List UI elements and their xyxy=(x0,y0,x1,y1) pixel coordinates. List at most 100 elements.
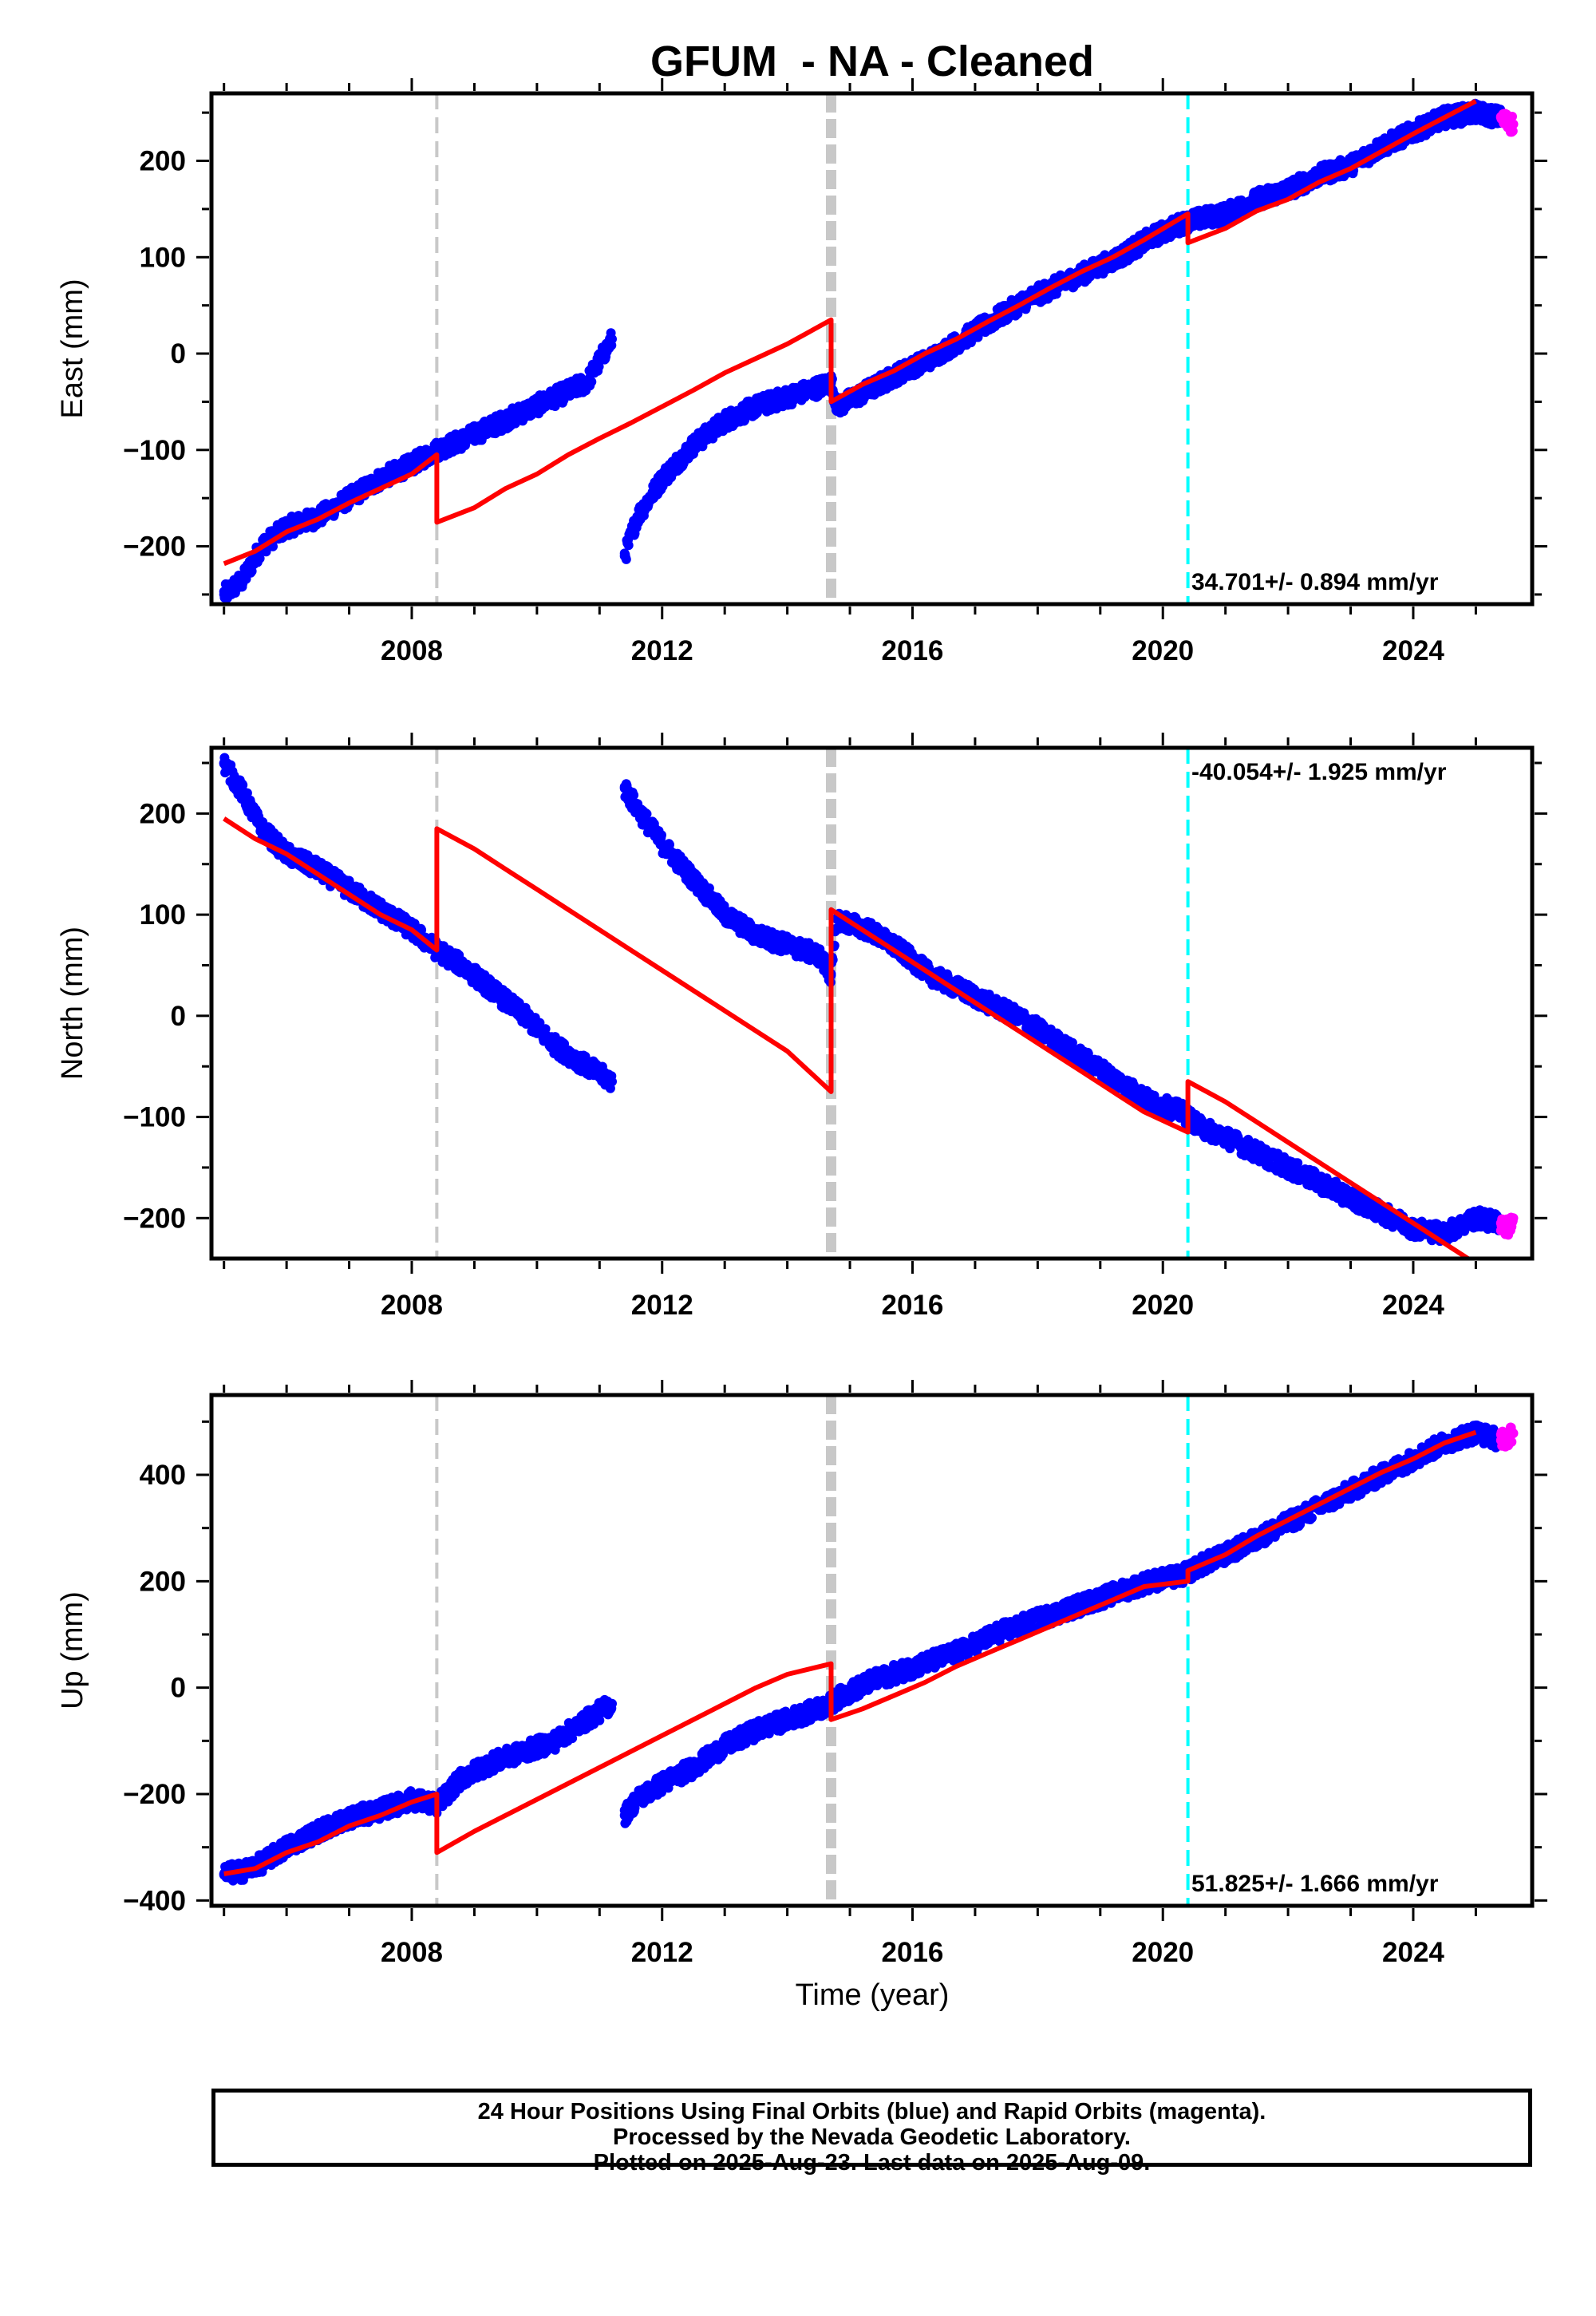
y-tick-label: 200 xyxy=(140,798,186,829)
data-point xyxy=(1440,1228,1450,1239)
data-point xyxy=(619,551,630,561)
plot-area xyxy=(219,1395,1519,1906)
data-point xyxy=(456,435,467,445)
data-point xyxy=(519,406,530,417)
data-point xyxy=(629,790,639,800)
data-point xyxy=(619,783,630,793)
y-axis-label: North (mm) xyxy=(56,927,89,1080)
data-point xyxy=(1377,1208,1387,1218)
x-tick-label: 2020 xyxy=(1132,635,1194,666)
data-point xyxy=(375,474,385,484)
data-point xyxy=(657,474,667,484)
data-point xyxy=(1220,1132,1231,1142)
data-point xyxy=(1176,1107,1187,1117)
y-tick-label: 100 xyxy=(140,899,186,931)
data-point xyxy=(632,512,642,523)
data-point xyxy=(456,960,467,970)
data-point xyxy=(1314,1178,1325,1188)
data-point xyxy=(607,1077,617,1087)
data-point xyxy=(1283,1162,1294,1172)
data-point xyxy=(256,824,267,834)
figure-title: GFUM - NA - Cleaned xyxy=(650,38,1094,85)
y-tick-label: −200 xyxy=(123,1203,186,1234)
data-point xyxy=(720,910,730,920)
final-orbit-points xyxy=(219,328,617,603)
x-tick-label: 2024 xyxy=(1382,1290,1444,1321)
y-axis-label: East (mm) xyxy=(56,279,89,418)
x-tick-label: 2016 xyxy=(882,635,944,666)
data-point xyxy=(1114,1077,1124,1087)
velocity-annotation: -40.054+/- 1.925 mm/yr xyxy=(1191,759,1447,785)
data-point xyxy=(720,416,730,426)
data-point xyxy=(407,459,417,469)
data-point xyxy=(219,758,229,768)
data-point xyxy=(1507,126,1518,136)
x-tick-label: 2008 xyxy=(381,1290,443,1321)
data-point xyxy=(1471,108,1481,118)
x-tick-label: 2012 xyxy=(631,635,693,666)
data-point xyxy=(1345,1193,1356,1203)
data-point xyxy=(632,804,642,813)
rapid-orbit-points xyxy=(1495,1212,1519,1240)
data-point xyxy=(813,382,824,393)
data-point xyxy=(1508,1213,1519,1223)
data-point xyxy=(751,401,761,412)
y-tick-label: 100 xyxy=(140,242,186,273)
data-point xyxy=(582,377,592,388)
velocity-annotation: 34.701+/- 0.894 mm/yr xyxy=(1191,569,1439,595)
data-point xyxy=(689,440,698,450)
final-orbit-points xyxy=(619,779,1506,1247)
x-tick-label: 2016 xyxy=(882,1290,944,1321)
data-point xyxy=(689,874,698,884)
y-tick-label: 200 xyxy=(140,146,186,177)
y-tick-label: −200 xyxy=(123,532,186,563)
plot-area xyxy=(219,748,1519,1259)
data-point xyxy=(1314,170,1325,180)
data-point xyxy=(751,930,761,940)
panels: 2008 2012 2016 2020 2024 −200 −100 0 100 200 East … xyxy=(56,78,1547,1968)
data-point xyxy=(1020,1016,1030,1026)
data-point xyxy=(1145,1097,1156,1107)
data-point xyxy=(623,540,634,551)
data-point xyxy=(432,445,442,455)
data-point xyxy=(1508,119,1519,129)
data-point xyxy=(642,808,652,819)
data-point xyxy=(832,401,843,412)
data-point xyxy=(238,575,248,585)
data-point xyxy=(813,950,824,960)
y-tick-label: 0 xyxy=(171,1001,186,1032)
data-point xyxy=(863,385,874,395)
data-point xyxy=(1220,208,1231,219)
model-fit-line xyxy=(223,99,1477,567)
data-point xyxy=(519,1010,530,1021)
data-point xyxy=(1195,214,1206,223)
x-tick-label: 2008 xyxy=(381,635,443,666)
data-point xyxy=(1051,1036,1061,1046)
x-tick-label: 2012 xyxy=(631,1290,693,1321)
data-point xyxy=(594,362,604,372)
data-point xyxy=(926,354,936,364)
model-fit-line xyxy=(223,816,1473,1259)
data-point xyxy=(488,986,498,996)
x-tick-label: 2024 xyxy=(1382,635,1444,666)
data-point xyxy=(1502,1223,1512,1233)
data-point xyxy=(238,788,248,798)
data-point xyxy=(782,392,792,402)
data-point xyxy=(1283,184,1294,195)
data-point xyxy=(1013,309,1023,318)
data-point xyxy=(1251,194,1262,204)
data-point xyxy=(782,940,792,951)
data-point xyxy=(607,334,617,344)
y-tick-label: 0 xyxy=(171,338,186,370)
x-tick-label: 2020 xyxy=(1132,1290,1194,1321)
data-point xyxy=(1195,1122,1206,1132)
data-point xyxy=(1293,1158,1303,1168)
rapid-orbit-points xyxy=(1495,109,1519,137)
plot-area xyxy=(219,93,1519,604)
data-point xyxy=(582,1061,592,1072)
data-point xyxy=(1471,1213,1481,1223)
y-tick-label: −100 xyxy=(123,1102,186,1133)
data-point xyxy=(551,1041,561,1051)
